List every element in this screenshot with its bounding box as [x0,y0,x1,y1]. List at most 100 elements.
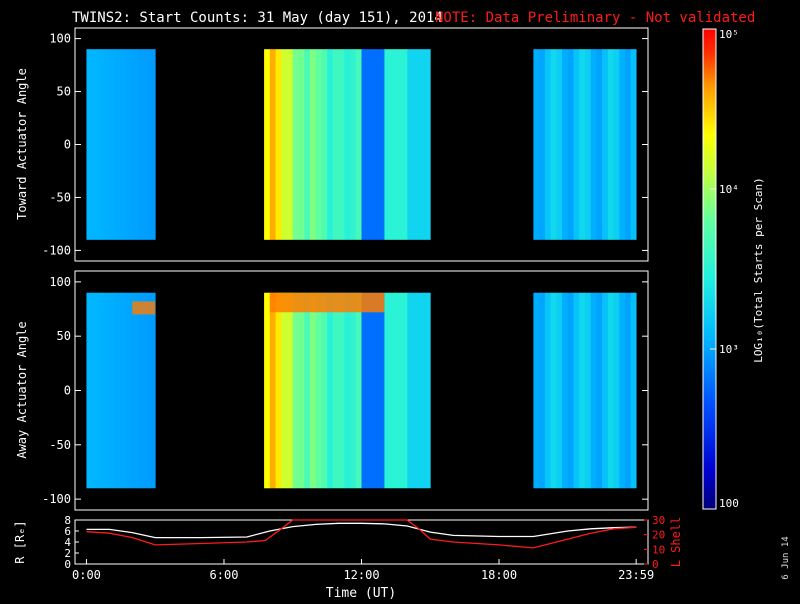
away-enhancement-spot [132,301,156,315]
colorbar-tick-label: 10⁴ [719,183,739,196]
heatmap-column [287,49,294,240]
heatmap-column [630,292,637,489]
heatmap-column [298,49,305,240]
heatmap-column [138,49,145,240]
heatmap-column [579,292,586,489]
heatmap-column [143,49,150,240]
y-tick-label: 50 [57,85,71,99]
heatmap-column [613,49,620,240]
orbit-left-axis-label: R [Rₑ] [13,520,27,563]
away-y-axis-label: Away Actuator Angle [15,321,29,458]
orbit-left-tick-label: 0 [64,558,71,571]
heatmap-column [424,292,431,489]
heatmap-column [97,292,105,489]
orbit-series [86,519,637,549]
heatmap-column [350,49,357,240]
orbit-right-tick-label: 0 [652,558,659,571]
heatmap-column [315,49,322,240]
heatmap-column [103,49,110,240]
away-heatmap-panel: 100 50 0 -50 -100 Away Actuator Angle [15,270,649,511]
heatmap-column [590,49,597,240]
heatmap-column [573,49,580,240]
heatmap-column [281,49,288,240]
heatmap-column [126,292,133,489]
heatmap-column [120,49,127,240]
colorbar-ticks: 10⁵ 10⁴ 10³ 100 [710,28,739,510]
heatmap-column [395,292,403,489]
heatmap-column [338,49,345,240]
heatmap-column [103,292,110,489]
heatmap-column [418,292,425,489]
y-tick-label: -100 [42,492,71,506]
toward-y-axis: 100 50 0 -50 -100 [42,32,648,257]
heatmap-column [590,292,597,489]
orbit-left-tick-label: 2 [64,547,71,560]
heatmap-column [372,292,380,489]
heatmap-column [573,292,580,489]
heatmap-column [619,292,626,489]
heatmap-column [115,49,122,240]
heatmap-column [361,49,368,240]
heatmap-column [361,292,368,489]
heatmap-column [86,49,93,240]
x-tick-label: 18:00 [481,568,517,582]
y-tick-label: -100 [42,243,71,257]
heatmap-column [378,292,385,489]
orbit-plot-frame [74,519,649,565]
heatmap-column [304,49,311,240]
y-tick-label: 50 [57,329,71,343]
heatmap-column [321,49,328,240]
heatmap-column [138,292,145,489]
heatmap-column [562,49,569,240]
heatmap-column [607,292,615,489]
heatmap-column [556,49,563,240]
heatmap-column [143,292,150,489]
heatmap-column [264,292,271,489]
chart-title: TWINS2: Start Counts: 31 May (day 151), … [72,10,443,26]
colorbar: 10⁵ 10⁴ 10³ 100 LOG₁₀(Total Starts per Scan… [702,28,765,510]
orbit-right-tick-label: 10 [652,543,665,556]
heatmap-column [327,49,334,240]
heatmap-column [350,292,357,489]
away-enhancement-band [269,292,385,313]
heatmap-column [413,49,420,240]
heatmap-column [550,49,557,240]
heatmap-column [115,292,122,489]
x-tick-label: 6:00 [210,568,239,582]
heatmap-column [292,292,299,489]
heatmap-column [544,49,551,240]
heatmap-column [367,292,374,489]
colorbar-label: LOG₁₀(Total Starts per Scan) [752,177,765,362]
heatmap-column [550,292,557,489]
x-tick-label: 0:00 [72,568,101,582]
heatmap-column [378,49,385,240]
heatmap-column [390,292,397,489]
heatmap-column [418,49,425,240]
heatmap-column [315,292,322,489]
y-tick-label: 0 [64,384,71,398]
heatmap-column [332,49,339,240]
heatmap-column [86,292,93,489]
heatmap-column [97,49,105,240]
heatmap-column [109,292,116,489]
heatmap-column [607,49,615,240]
colorbar-tick-label: 100 [719,497,739,510]
heatmap-column [544,292,551,489]
heatmap-column [332,292,339,489]
heatmap-column [584,292,592,489]
y-tick-label: -50 [49,190,71,204]
heatmap-column [327,292,334,489]
away-data-blocks [86,292,637,489]
heatmap-column [287,292,294,489]
heatmap-column [539,49,546,240]
heatmap-column [562,292,569,489]
heatmap-column [407,292,414,489]
heatmap-column [424,49,431,240]
heatmap-column [567,49,574,240]
colorbar-tick-label: 10³ [719,343,739,356]
colorbar-gradient [703,29,716,509]
toward-data-blocks [86,49,637,240]
heatmap-column [596,49,603,240]
